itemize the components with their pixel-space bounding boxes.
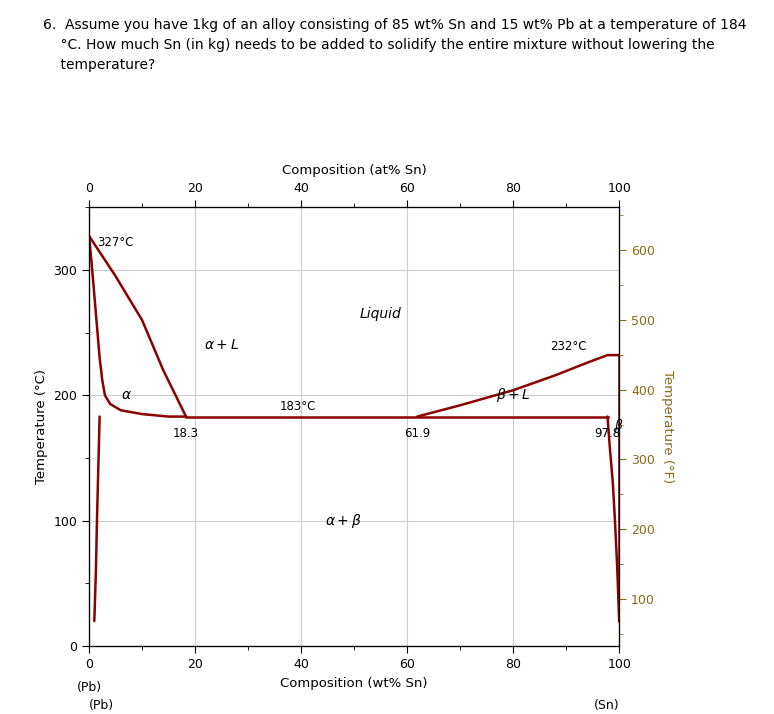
Text: (Pb): (Pb): [77, 680, 101, 693]
Y-axis label: Temperature (°F): Temperature (°F): [662, 370, 674, 483]
Text: $\alpha + L$: $\alpha + L$: [204, 338, 239, 352]
X-axis label: Composition (wt% Sn): Composition (wt% Sn): [280, 677, 428, 690]
Y-axis label: Temperature (°C): Temperature (°C): [35, 369, 48, 484]
Text: $\alpha$: $\alpha$: [121, 388, 132, 402]
Text: 18.3: 18.3: [173, 427, 199, 440]
Text: °C. How much Sn (in kg) needs to be added to solidify the entire mixture without: °C. How much Sn (in kg) needs to be adde…: [43, 38, 714, 52]
Text: 6.  Assume you have 1kg of an alloy consisting of 85 wt% Sn and 15 wt% Pb at a t: 6. Assume you have 1kg of an alloy consi…: [43, 18, 746, 32]
Text: (Pb): (Pb): [89, 699, 114, 712]
Text: Liquid: Liquid: [360, 307, 402, 321]
Text: (Sn): (Sn): [594, 699, 619, 712]
Text: $\beta + L$: $\beta + L$: [496, 386, 530, 404]
Text: 61.9: 61.9: [404, 427, 430, 440]
Text: 97.8: 97.8: [594, 427, 621, 440]
Text: $\alpha + \beta$: $\alpha + \beta$: [325, 512, 361, 530]
Text: $\beta$: $\beta$: [614, 417, 624, 434]
Text: 183°C: 183°C: [280, 400, 317, 413]
Text: 327°C: 327°C: [97, 236, 133, 249]
X-axis label: Composition (at% Sn): Composition (at% Sn): [282, 164, 426, 177]
Text: 232°C: 232°C: [550, 340, 587, 353]
Text: temperature?: temperature?: [43, 58, 155, 72]
